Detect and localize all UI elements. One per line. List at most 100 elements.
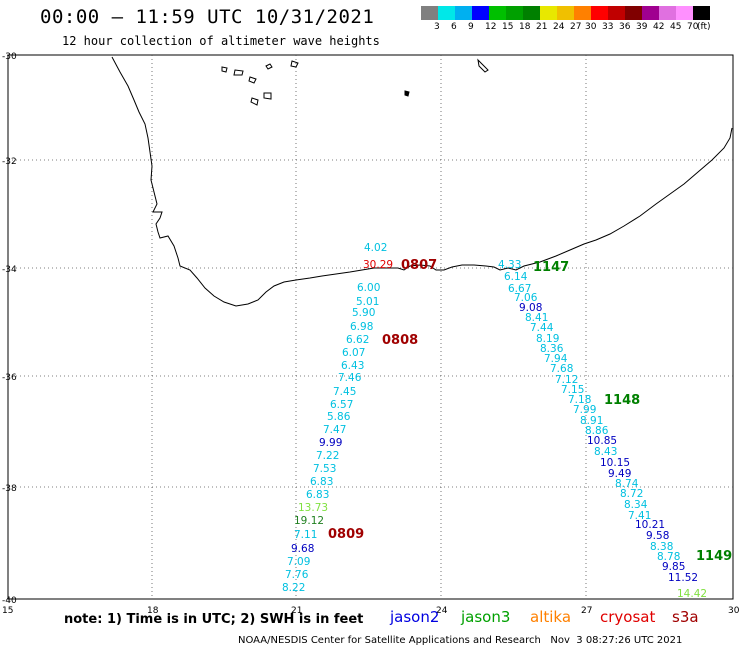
swh-reading: 7.53 <box>313 463 336 475</box>
track-labels: 0807 0808 0809 1147 1148 1149 <box>328 258 732 564</box>
legend-label: 12 <box>485 22 497 32</box>
legend-label: 45 <box>670 22 682 32</box>
swh-reading: 8.78 <box>657 551 680 563</box>
swh-reading: 10.85 <box>587 435 617 447</box>
latitude-label: -30 <box>2 52 17 62</box>
swh-reading: 7.12 <box>555 374 578 386</box>
swh-reading: 8.86 <box>585 425 609 437</box>
legend-swatch <box>608 6 625 20</box>
longitude-label: 24 <box>436 606 448 616</box>
swh-reading: 6.00 <box>357 282 380 294</box>
swh-reading: 10.15 <box>600 457 630 469</box>
swh-reading: 8.19 <box>536 333 559 345</box>
swh-reading: 9.58 <box>646 530 669 542</box>
swh-reading: 8.43 <box>594 446 617 458</box>
legend-label: 36 <box>619 22 631 32</box>
timestamp-text: Nov 3 08:27:26 UTC 2021 <box>550 635 683 646</box>
swh-reading: 7.18 <box>568 394 591 406</box>
legend-swatches <box>421 6 710 20</box>
swh-reading: 8.38 <box>650 541 673 553</box>
swh-reading: 30.29 <box>363 259 393 271</box>
island-shape <box>477 58 489 73</box>
legend-label: 6 <box>451 22 457 32</box>
swh-reading: 8.41 <box>525 312 548 324</box>
island-shape <box>290 60 299 68</box>
swh-reading: 7.41 <box>628 510 651 522</box>
swh-reading: 6.62 <box>346 334 369 346</box>
longitude-label: 21 <box>291 606 302 616</box>
latitude-label: -36 <box>2 373 17 383</box>
swh-readings: 30.294.026.005.015.906.986.626.076.437.4… <box>282 242 707 600</box>
swh-reading: 5.01 <box>356 296 379 308</box>
swh-reading: 11.52 <box>668 572 698 584</box>
swh-reading: 7.68 <box>550 363 573 375</box>
pass-time-label: 0808 <box>382 333 418 348</box>
legend-swatch <box>625 6 642 20</box>
swh-reading: 4.02 <box>364 242 387 254</box>
latitude-label: -34 <box>2 265 17 275</box>
swh-reading: 7.44 <box>530 322 554 334</box>
swh-reading: 9.68 <box>291 543 314 555</box>
page-title: 00:00 – 11:59 UTC 10/31/2021 <box>40 6 375 28</box>
longitude-label: 15 <box>2 606 13 616</box>
legend-label: 24 <box>553 22 565 32</box>
island-shape <box>404 90 410 97</box>
legend-swatch <box>421 6 438 20</box>
legend-swatch <box>438 6 455 20</box>
swh-reading: 7.15 <box>561 384 584 396</box>
pass-time-label: 1147 <box>533 260 569 275</box>
swh-reading: 7.76 <box>285 569 309 581</box>
swh-reading: 9.99 <box>319 437 342 449</box>
legend-swatch <box>574 6 591 20</box>
swh-reading: 4.33 <box>498 259 521 271</box>
legend-swatch <box>659 6 676 20</box>
pass-time-label: 1149 <box>696 549 732 564</box>
swh-reading: 7.46 <box>338 372 362 384</box>
satellite-name: altika <box>530 608 572 626</box>
legend-swatch <box>472 6 489 20</box>
swh-reading: 6.83 <box>306 489 329 501</box>
swh-reading: 14.42 <box>677 588 707 600</box>
swh-reading: 6.14 <box>504 271 528 283</box>
swh-reading: 7.47 <box>323 424 346 436</box>
latitude-label: -32 <box>2 157 17 167</box>
latitude-label: -38 <box>2 484 17 494</box>
legend-label: 15 <box>502 22 514 32</box>
pass-time-label: 0809 <box>328 527 364 542</box>
pass-time-label: 1148 <box>604 393 640 408</box>
legend-swatch <box>523 6 540 20</box>
page-subtitle: 12 hour collection of altimeter wave hei… <box>62 34 380 48</box>
swh-reading: 7.09 <box>287 556 310 568</box>
swh-reading: 7.06 <box>514 292 538 304</box>
satellite-name: s3a <box>672 608 699 626</box>
swh-reading: 9.49 <box>608 468 631 480</box>
swh-reading: 5.86 <box>327 411 351 423</box>
legend-swatch <box>540 6 557 20</box>
swh-reading: 8.22 <box>282 582 305 594</box>
coastline <box>111 56 733 307</box>
longitude-label: 30 <box>728 606 740 616</box>
legend-label: 33 <box>602 22 614 32</box>
swh-reading: 6.07 <box>342 347 365 359</box>
swh-reading: 7.22 <box>316 450 339 462</box>
island-shape <box>221 66 228 73</box>
legend-label: 70 <box>687 22 699 32</box>
credit-text: NOAA/NESDIS Center for Satellite Applica… <box>238 635 541 646</box>
swh-reading: 9.08 <box>519 302 542 314</box>
pass-time-label: 0807 <box>401 258 437 273</box>
legend-swatch <box>591 6 608 20</box>
swh-reading: 7.11 <box>294 529 317 541</box>
island-shape <box>263 92 272 100</box>
swh-reading: 9.85 <box>662 561 685 573</box>
swh-reading: 19.12 <box>294 515 324 527</box>
footer-credit: NOAA/NESDIS Center for Satellite Applica… <box>238 635 682 646</box>
legend-label: 42 <box>653 22 665 32</box>
swh-reading: 6.57 <box>330 399 353 411</box>
island-shape <box>265 63 273 70</box>
legend-label: 39 <box>636 22 648 32</box>
swh-reading: 6.98 <box>350 321 373 333</box>
legend-swatch <box>693 6 710 20</box>
legend-label: 21 <box>536 22 548 32</box>
